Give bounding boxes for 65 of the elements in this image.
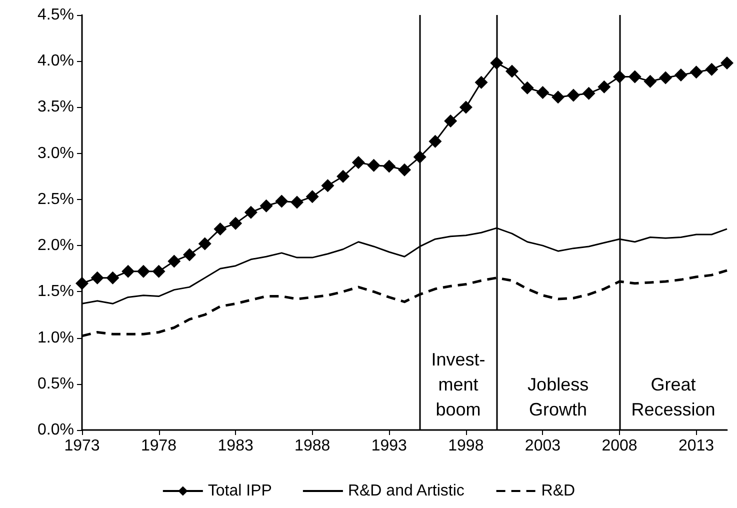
- x-tick-label: 1978: [140, 438, 177, 454]
- x-tick-label: 2003: [524, 438, 561, 454]
- x-tick-label: 1998: [448, 438, 484, 454]
- legend-label: R&D and Artistic: [348, 482, 464, 500]
- point: [552, 90, 565, 104]
- point: [506, 64, 518, 78]
- point: [321, 179, 334, 192]
- point: [566, 88, 580, 102]
- point: [229, 216, 242, 230]
- point: [720, 56, 734, 70]
- point: [382, 160, 396, 173]
- y-tick-label: 4.5%: [38, 6, 74, 24]
- point: [106, 271, 120, 284]
- point: [428, 134, 442, 148]
- point: [598, 80, 611, 94]
- y-tick-label: 2.5%: [38, 190, 74, 208]
- point: [705, 62, 718, 76]
- y-tick-label: 1.0%: [38, 329, 74, 346]
- point: [214, 222, 227, 236]
- point: [659, 71, 672, 84]
- point: [152, 264, 166, 278]
- point: [644, 74, 657, 88]
- y-tick-label: 3.0%: [38, 144, 74, 162]
- point: [444, 114, 458, 128]
- point: [306, 190, 319, 204]
- point: [336, 170, 350, 183]
- point: [459, 100, 472, 114]
- y-tick-label: 3.5%: [38, 98, 74, 116]
- x-tick-label: 2008: [602, 438, 638, 454]
- point: [367, 158, 380, 172]
- annotation: Great Recession: [631, 374, 716, 420]
- x-tick-label: 2013: [678, 438, 714, 454]
- point: [674, 68, 688, 82]
- point: [122, 264, 135, 278]
- y-tick-label: 0.5%: [38, 375, 74, 392]
- x-tick-label: 1973: [64, 438, 100, 454]
- point: [168, 254, 181, 268]
- point: [198, 237, 212, 250]
- annotation: Invest- ment boom: [431, 350, 486, 420]
- point: [536, 86, 550, 99]
- legend-label: R&D: [541, 482, 576, 500]
- x-tick-label: 1993: [371, 438, 408, 454]
- point: [398, 163, 411, 176]
- y-tick-label: 1.5%: [38, 283, 74, 300]
- point: [352, 156, 365, 170]
- annotation: Jobless Growth: [528, 374, 589, 420]
- point: [582, 86, 596, 100]
- legend-label: Total IPP: [208, 482, 272, 500]
- point: [183, 248, 196, 262]
- y-tick-label: 4.0%: [38, 52, 74, 70]
- point: [76, 276, 88, 290]
- y-tick-label: 2.0%: [38, 237, 74, 254]
- point: [290, 196, 304, 209]
- point: [628, 70, 642, 84]
- point: [520, 81, 534, 94]
- point: [244, 206, 258, 219]
- point: [690, 66, 703, 79]
- point: [260, 199, 273, 212]
- y-tick-label: 0.0%: [38, 422, 74, 438]
- x-tick-label: 1983: [218, 438, 254, 454]
- point: [90, 271, 104, 284]
- point: [275, 194, 288, 208]
- x-tick-label: 1988: [294, 438, 330, 454]
- point: [136, 264, 150, 278]
- point: [474, 76, 488, 89]
